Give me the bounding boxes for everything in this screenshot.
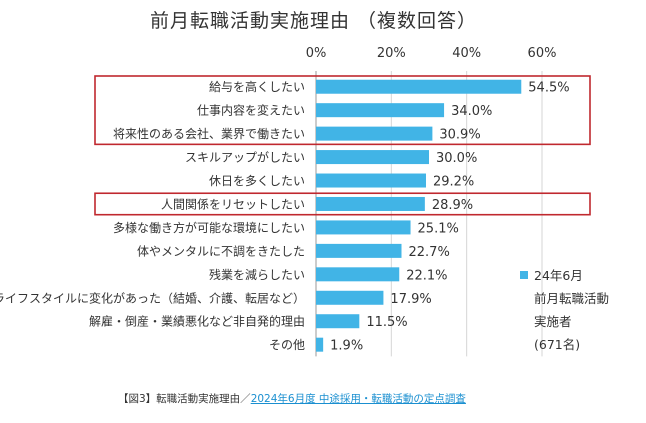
- bar: [316, 337, 324, 352]
- data-label: 34.0%: [451, 104, 492, 119]
- legend-line: (671名): [534, 337, 581, 352]
- category-label: 将来性のある会社、業界で働きたい: [113, 126, 305, 141]
- x-tick-label: 40%: [452, 46, 481, 61]
- figure-caption: 【図3】転職活動実施理由／2024年6月度 中途採用・転職活動の定点調査: [118, 391, 466, 406]
- bar: [316, 103, 445, 118]
- category-label: 仕事内容を変えたい: [197, 103, 305, 118]
- legend-line: 24年6月: [534, 268, 583, 283]
- bar: [316, 267, 400, 282]
- data-label: 30.0%: [436, 151, 477, 166]
- category-label: 解雇・倒産・業績悪化など非自発的理由: [89, 314, 305, 329]
- category-label: ライフスタイルに変化があった（結婚、介護、転居など）: [0, 290, 305, 305]
- caption-source-link[interactable]: 2024年6月度 中途採用・転職活動の定点調査: [250, 393, 466, 405]
- caption-prefix: 【図3】転職活動実施理由／: [118, 393, 251, 405]
- bar: [316, 173, 426, 188]
- bar: [316, 79, 522, 94]
- x-tick-label: 60%: [528, 46, 557, 61]
- bar: [316, 126, 433, 141]
- category-label: 給与を高くしたい: [209, 79, 305, 94]
- category-label: 残業を減らしたい: [209, 267, 305, 282]
- data-label: 54.5%: [528, 81, 569, 96]
- bar: [316, 196, 425, 211]
- chart-title: 前月転職活動実施理由 （複数回答）: [150, 10, 478, 32]
- bar: [316, 290, 384, 305]
- data-label: 29.2%: [433, 175, 474, 190]
- data-label: 30.9%: [439, 128, 480, 143]
- x-tick-label: 20%: [377, 46, 406, 61]
- data-label: 11.5%: [366, 315, 407, 330]
- category-label: スキルアップがしたい: [185, 150, 305, 165]
- bar: [316, 150, 429, 165]
- category-label: 体やメンタルに不調をきたした: [137, 244, 305, 258]
- data-label: 22.7%: [409, 245, 450, 260]
- legend-line: 実施者: [534, 314, 572, 329]
- highlight-box: [94, 192, 591, 216]
- legend-swatch: [520, 271, 528, 279]
- category-label: その他: [269, 338, 305, 352]
- data-label: 28.9%: [432, 198, 473, 213]
- bar: [316, 243, 402, 258]
- category-label: 人間関係をリセットしたい: [161, 197, 305, 211]
- data-label: 25.1%: [418, 221, 459, 236]
- legend-line: 前月転職活動: [534, 291, 610, 306]
- legend-label: 24年6月 前月転職活動 実施者 (671名): [534, 264, 609, 356]
- bar: [316, 314, 360, 329]
- data-label: 17.9%: [390, 292, 431, 307]
- highlight-box: [94, 75, 591, 146]
- category-label: 休日を多くしたい: [209, 174, 305, 188]
- category-label: 多様な働き方が可能な環境にしたい: [113, 220, 305, 235]
- bar: [316, 220, 411, 235]
- data-label: 22.1%: [406, 268, 447, 283]
- x-tick-label: 0%: [306, 46, 327, 61]
- data-label: 1.9%: [330, 339, 363, 354]
